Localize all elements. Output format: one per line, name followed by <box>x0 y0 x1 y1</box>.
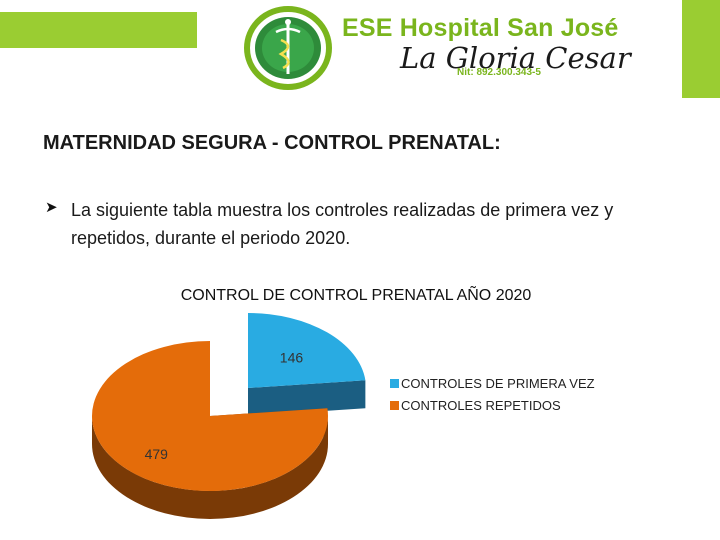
pie-slice-0 <box>248 313 366 388</box>
legend-swatch-primera-vez <box>390 378 399 388</box>
chart-legend: CONTROLES DE PRIMERA VEZ CONTROLES REPET… <box>390 372 595 416</box>
chart-title: CONTROL DE CONTROL PRENATAL AÑO 2020 <box>180 287 532 304</box>
pie-slice-1 <box>92 341 328 491</box>
pie-data-label-1: 479 <box>145 446 169 462</box>
hospital-name: ESE Hospital San José <box>342 14 619 42</box>
legend-item-repetidos: CONTROLES REPETIDOS <box>390 394 595 416</box>
legend-swatch-repetidos <box>390 400 399 410</box>
bullet-text: La siguiente tabla muestra los controles… <box>71 200 614 248</box>
pie-slice-side-1 <box>92 416 328 519</box>
legend-item-primera-vez: CONTROLES DE PRIMERA VEZ <box>390 372 595 394</box>
hospital-nit: Nit: 892.300.343-5 <box>457 67 541 78</box>
arrow-bullet-icon: ➤ <box>45 199 58 216</box>
legend-label-primera-vez: CONTROLES DE PRIMERA VEZ <box>401 375 595 391</box>
pie-slice-cut-0-1 <box>248 380 366 416</box>
legend-label-repetidos: CONTROLES REPETIDOS <box>401 397 561 413</box>
hospital-logo <box>244 6 332 90</box>
section-title: MATERNIDAD SEGURA - CONTROL PRENATAL: <box>43 132 501 154</box>
header-accent-bar-left <box>0 12 197 48</box>
hospital-location: La Gloria Cesar <box>400 41 631 75</box>
pie-data-label-0: 146 <box>280 349 304 365</box>
header-accent-bar-right <box>682 0 720 98</box>
